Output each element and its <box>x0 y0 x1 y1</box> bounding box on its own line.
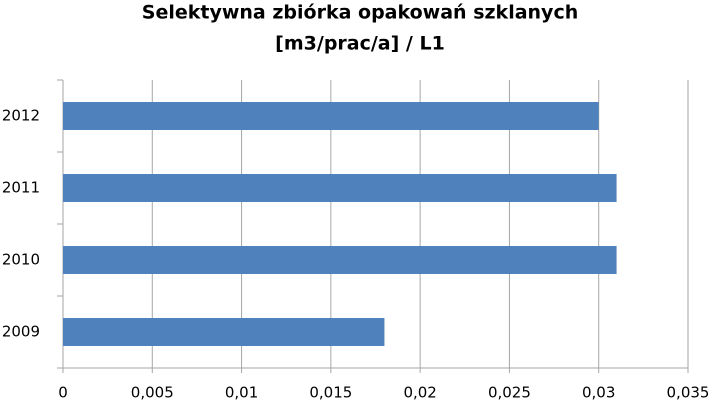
x-tick-label: 0,02 <box>403 384 436 401</box>
x-tick-label: 0,025 <box>488 384 531 401</box>
x-tick-label: 0,03 <box>582 384 615 401</box>
bar <box>63 246 617 274</box>
x-tick-label: 0 <box>58 384 68 401</box>
bar <box>63 102 599 130</box>
y-tick-label: 2010 <box>2 251 40 269</box>
x-tick-label: 0,035 <box>667 384 710 401</box>
bar <box>63 318 385 346</box>
x-tick-label: 0,015 <box>309 384 352 401</box>
y-tick-label: 2012 <box>2 107 40 125</box>
x-tick-label: 0,005 <box>131 384 174 401</box>
x-tick-label: 0,01 <box>225 384 258 401</box>
y-tick-label: 2011 <box>2 179 40 197</box>
bar <box>63 174 617 202</box>
y-tick-label: 2009 <box>2 323 40 341</box>
chart-title: Selektywna zbiórka opakowań szklanych <box>142 2 578 24</box>
chart-subtitle: [m3/prac/a] / L1 <box>275 33 445 55</box>
